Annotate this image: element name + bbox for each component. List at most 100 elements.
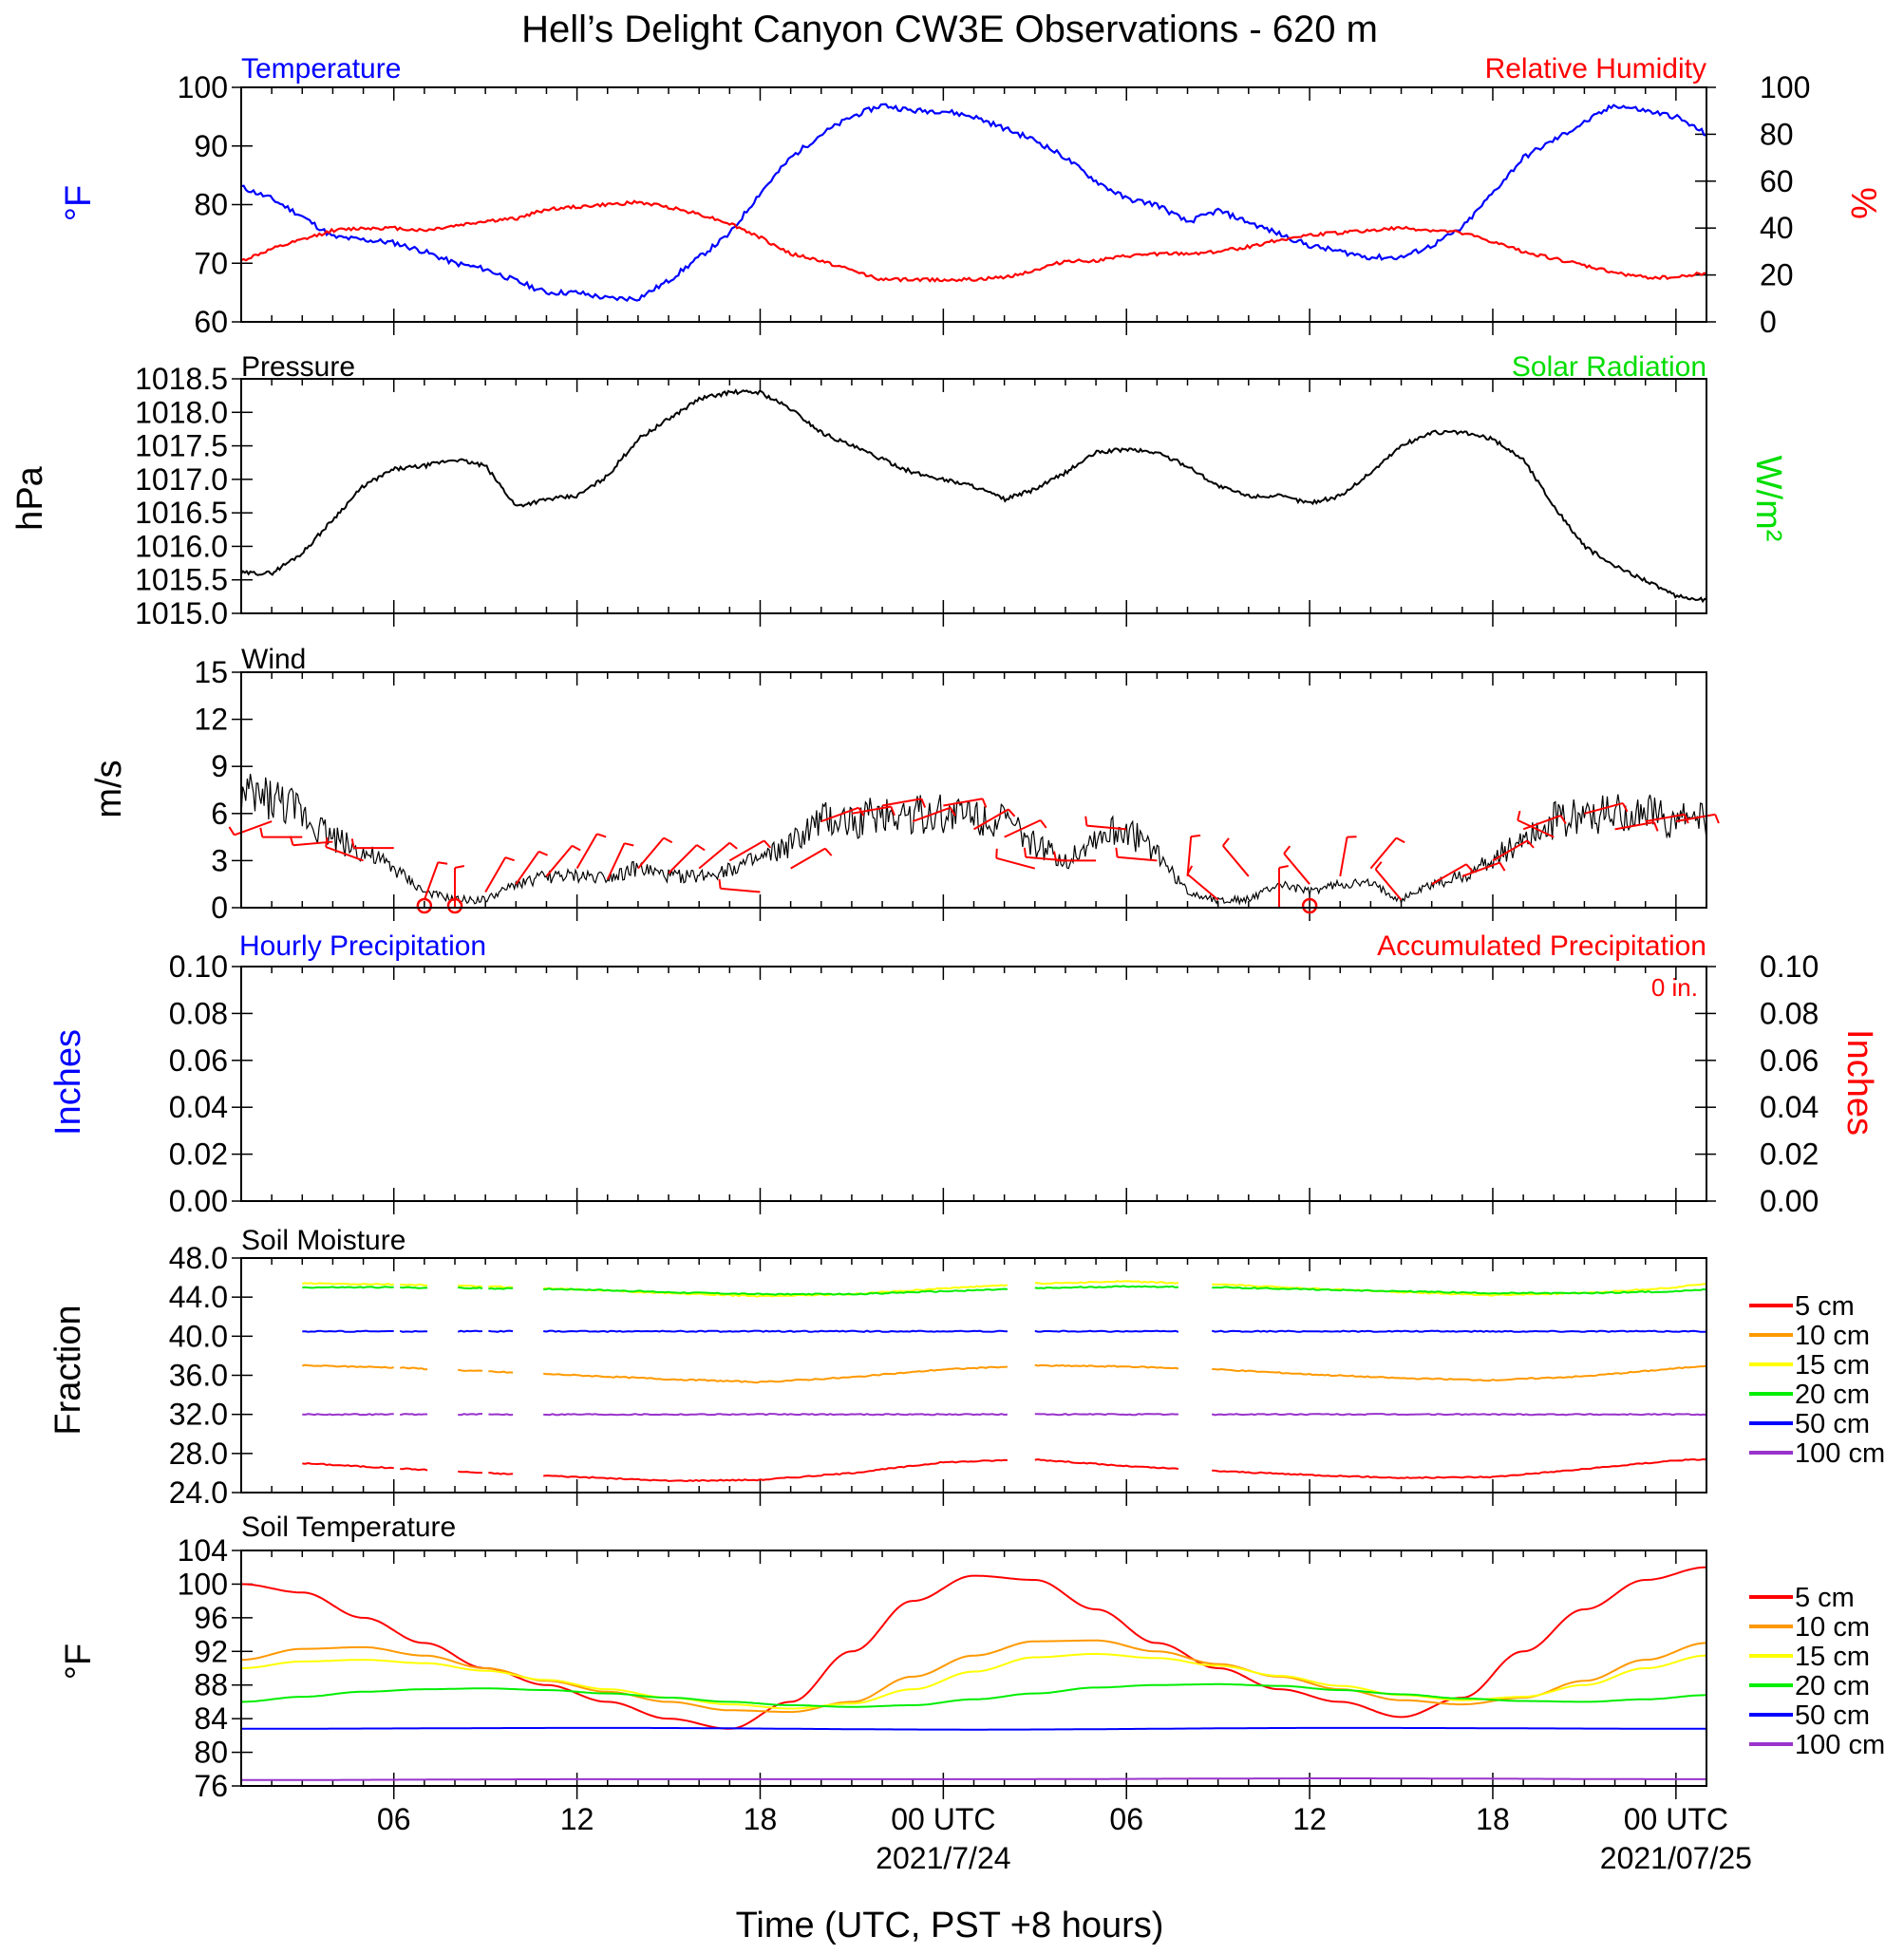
y-tick-label: 96: [194, 1601, 228, 1635]
temperature-axis-label: °F: [59, 185, 99, 221]
y-tick-label: 40.0: [169, 1319, 228, 1353]
solar-title: Solar Radiation: [1512, 351, 1706, 383]
wind-barb-staff: [234, 820, 273, 836]
y-tick-label: 0.00: [169, 1184, 228, 1218]
y-tick-label: 0.04: [169, 1090, 228, 1124]
y-tick-label: 60: [1760, 164, 1794, 198]
pressure-panel: Pressure Solar Radiation hPa W/m² 1015.0…: [10, 351, 1788, 630]
wind-axis-label: m/s: [89, 760, 129, 817]
panel-ticks: [240, 1258, 1707, 1506]
wind-barb-flag: [1053, 851, 1058, 861]
y-tick-label: 40: [1760, 211, 1794, 245]
legend-label: 5 cm: [1795, 1291, 1855, 1322]
wind-barb-flag: [289, 836, 294, 846]
wind-barb-flag: [1559, 815, 1567, 824]
legend-label: 50 cm: [1795, 1700, 1870, 1731]
y-tick-label: 3: [211, 843, 228, 877]
wind-barb-flag: [1278, 864, 1289, 869]
y-tick-label: 100: [1760, 70, 1810, 104]
wind-barb-flag: [1526, 839, 1535, 849]
time-tick-label: 12: [1292, 1802, 1327, 1836]
time-tick-label: 06: [1109, 1802, 1143, 1836]
y-tick-label: 1015.0: [135, 596, 228, 630]
calm-wind-marker: [1301, 897, 1318, 914]
wind-barb-flag: [1374, 861, 1383, 871]
temperature-humidity-series: [240, 103, 1707, 303]
hourly-precip-tick-labels: 0.00 0.02 0.04 0.06 0.08 0.10: [169, 949, 253, 1218]
wind-barb-staff: [1222, 845, 1250, 877]
wind-barb-staff: [912, 806, 952, 823]
y-tick-label: 88: [194, 1668, 228, 1702]
y-tick-label: 80: [1760, 117, 1794, 151]
wind-barb-flag: [949, 807, 956, 817]
soil-moisture-plot-frame: [240, 1257, 1707, 1494]
time-tick-label: 06: [377, 1802, 411, 1836]
wind-barb-flag: [1222, 837, 1230, 847]
wind-barb-flag: [718, 878, 722, 889]
wind-plot-frame: [240, 671, 1707, 909]
pressure-plot-frame: [240, 378, 1707, 614]
wind-tick-labels: 0 3 6 9 12 15: [194, 655, 253, 925]
humidity-line: [240, 199, 1707, 283]
solar-axis-label: W/m²: [1748, 456, 1788, 542]
legend-label: 10 cm: [1795, 1321, 1870, 1351]
panel-ticks: [240, 672, 1707, 921]
wind-barb-flag: [259, 827, 264, 837]
pressure-series: [240, 388, 1707, 604]
wind-barb-staff: [1369, 836, 1398, 870]
soil-temp-100cm-line: [241, 1777, 1706, 1781]
hourly-precip-title: Hourly Precipitation: [239, 930, 486, 962]
soil-moisture-panel: Soil Moisture Fraction 24.0 28.0 32.0 36.0 4…: [48, 1225, 1885, 1510]
y-tick-label: 100: [178, 1567, 228, 1601]
wind-barb-staff: [720, 887, 761, 893]
wind-barb-staff: [515, 851, 540, 885]
accum-precip-tick-labels: 0.00 0.02 0.04 0.06 0.08 0.10: [1695, 949, 1819, 1218]
legend-label: 15 cm: [1795, 1642, 1870, 1672]
legend-label: 5 cm: [1795, 1583, 1855, 1613]
wind-barb-staff: [575, 833, 598, 870]
wind-barb-staff: [1086, 824, 1127, 831]
wind-barb-staff: [1283, 853, 1310, 885]
wind-barb-flag: [1652, 821, 1659, 832]
wind-barb-flag: [538, 850, 548, 856]
y-tick-label: 0.02: [169, 1137, 228, 1172]
pressure-axis-label: hPa: [10, 465, 50, 530]
wind-barb-flag: [663, 836, 673, 844]
pressure-title: Pressure: [241, 351, 355, 383]
wind-barb-staff: [1339, 836, 1348, 877]
y-tick-label: 28.0: [169, 1437, 228, 1471]
date-labels: 2021/7/24 2021/07/25: [876, 1841, 1752, 1875]
wind-barb-staff: [728, 839, 765, 862]
y-tick-label: 1016.0: [135, 529, 228, 563]
calm-wind-marker: [446, 897, 463, 914]
temperature-title: Temperature: [241, 53, 401, 85]
wind-barb-flag: [1039, 819, 1047, 829]
wind-barb-staff: [851, 805, 892, 815]
y-tick-label: 1017.5: [135, 429, 228, 463]
wind-barb-flag: [596, 833, 607, 838]
y-tick-label: 0.08: [169, 996, 228, 1030]
wind-barb-flag: [1499, 862, 1506, 872]
y-tick-label: 0.10: [169, 949, 228, 984]
time-tick-label: 12: [560, 1802, 594, 1836]
wind-barb-staff: [1431, 863, 1467, 886]
soil-moisture-title: Soil Moisture: [241, 1225, 405, 1256]
y-tick-label: 44.0: [169, 1280, 228, 1314]
wind-barb-staff: [972, 808, 1009, 831]
wind-barb-staff: [1004, 818, 1042, 838]
precipitation-panel: Hourly Precipitation Accumulated Precipi…: [48, 930, 1879, 1218]
wind-barb-flag: [624, 842, 634, 847]
wind-series: [240, 773, 1707, 906]
wind-barb-flag: [1023, 847, 1027, 857]
wind-barb-staff: [1492, 839, 1528, 862]
wind-barb-staff: [423, 861, 440, 901]
soil-moisture-20cm-line: [302, 1285, 1707, 1296]
y-tick-label: 0.00: [1760, 1184, 1819, 1218]
accum-precip-title: Accumulated Precipitation: [1377, 930, 1706, 962]
temperature-tick-labels: 60 70 80 90 100: [178, 70, 253, 339]
